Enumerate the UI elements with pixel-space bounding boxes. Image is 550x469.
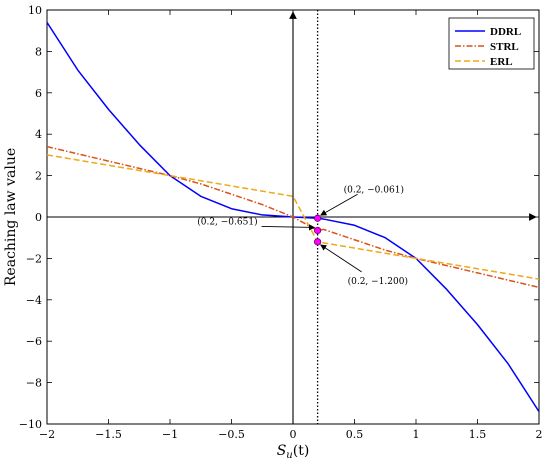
annotation-arrow xyxy=(320,193,358,216)
y-tick-label: −8 xyxy=(26,377,42,390)
data-point-marker xyxy=(313,238,322,246)
annotation-label: (0.2, −0.061) xyxy=(344,184,404,195)
x-axis-title-sub: u xyxy=(286,450,292,461)
x-tick-label: 0 xyxy=(290,428,297,441)
x-axis-title-base: S xyxy=(277,443,287,459)
legend-box xyxy=(448,17,535,70)
x-tick-label: 1.5 xyxy=(469,428,487,441)
legend-label-erl: ERL xyxy=(490,56,513,68)
y-tick-label: −4 xyxy=(26,294,42,307)
annotation-label: (0.2, −0.651) xyxy=(197,216,257,227)
annotation-layer: (0.2, −0.061) (0.2, −0.651) (0.2, −1.200) xyxy=(197,184,408,287)
y-tick-label: 0 xyxy=(35,211,42,224)
y-tick-label: −10 xyxy=(19,418,42,431)
annotation-arrow xyxy=(261,224,316,231)
series-line-erl xyxy=(47,154,539,280)
x-tick-label: −0.5 xyxy=(218,428,245,441)
y-axis-title: Reaching law value xyxy=(3,148,19,286)
y-tick-label: −2 xyxy=(26,252,42,265)
marker-layer xyxy=(313,214,322,246)
x-tick-label: −1 xyxy=(162,428,178,441)
legend-label-strl: STRL xyxy=(490,41,519,53)
x-axis-title-arg: (t) xyxy=(293,443,310,459)
y-tick-label: 4 xyxy=(35,128,42,141)
x-tick-label: 2 xyxy=(536,428,543,441)
data-point-marker xyxy=(313,214,322,222)
series-layer xyxy=(47,22,539,412)
legend-label-ddrl: DDRL xyxy=(490,26,521,38)
series-line-strl xyxy=(47,145,539,289)
x-tick-label: −2 xyxy=(39,428,55,441)
x-tick-label: 0.5 xyxy=(346,428,364,441)
y-tick-label: −6 xyxy=(26,335,42,348)
x-tick-label: 1 xyxy=(413,428,420,441)
axis-tick-labels: −2 −1.5 −1 −0.5 0 0.5 1 1.5 2 −10 −8 −6 −4 −2 0 2 4 6 8 10 xyxy=(19,4,543,441)
legend: DDRL STRL ERL xyxy=(448,17,535,70)
y-tick-label: 10 xyxy=(28,4,42,17)
x-axis-title: Su(t) xyxy=(277,443,310,461)
data-point-marker xyxy=(313,226,322,235)
y-tick-label: 2 xyxy=(35,170,42,183)
y-tick-label: 6 xyxy=(35,87,42,100)
y-tick-label: 8 xyxy=(35,45,42,58)
x-tick-label: −1.5 xyxy=(95,428,122,441)
annotation-arrow xyxy=(320,244,362,273)
annotation-label: (0.2, −1.200) xyxy=(348,276,408,287)
